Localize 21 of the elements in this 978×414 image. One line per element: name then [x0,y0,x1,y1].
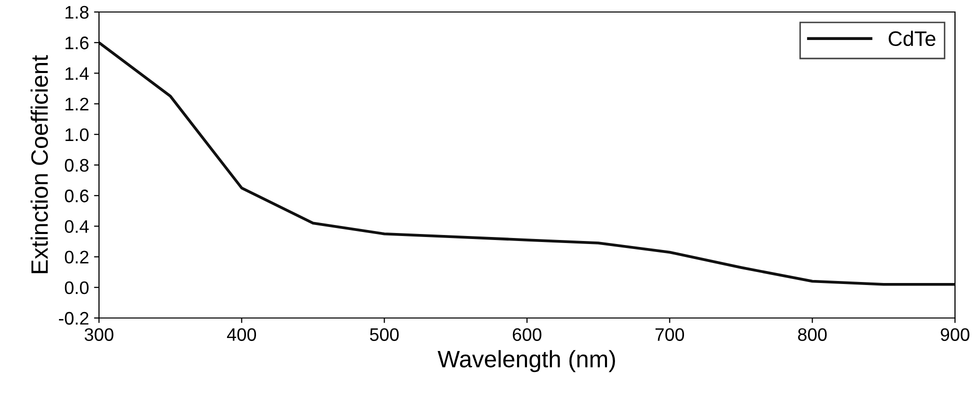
x-tick-label: 300 [84,328,114,341]
y-tick-label: -0.2 [58,312,88,325]
y-tick-label: 0.8 [64,158,88,172]
x-axis-title: Wavelength (nm) [438,350,615,372]
y-tick-label: 1.0 [66,128,89,142]
x-tick-label: 800 [798,328,827,341]
y-tick-label: 1.4 [66,67,89,80]
y-tick-label: 0.0 [64,281,89,294]
y-tick-label: 1.8 [66,6,88,19]
x-tick-label: 500 [370,328,399,341]
y-tick-label: 1.2 [66,98,88,110]
x-tick-label: 900 [940,328,970,341]
y-tick-label: 0.2 [64,250,88,264]
x-tick-label: 600 [512,328,542,341]
y-tick-label: 0.4 [64,220,89,233]
x-tick-label: 400 [227,328,256,341]
y-tick-label: 1.6 [66,36,88,50]
y-tick-label: 0.6 [64,190,88,202]
legend-label: CdTe [888,30,936,46]
y-axis-title: Extinction Coefficient [30,55,48,274]
x-tick-label: 700 [656,328,684,341]
